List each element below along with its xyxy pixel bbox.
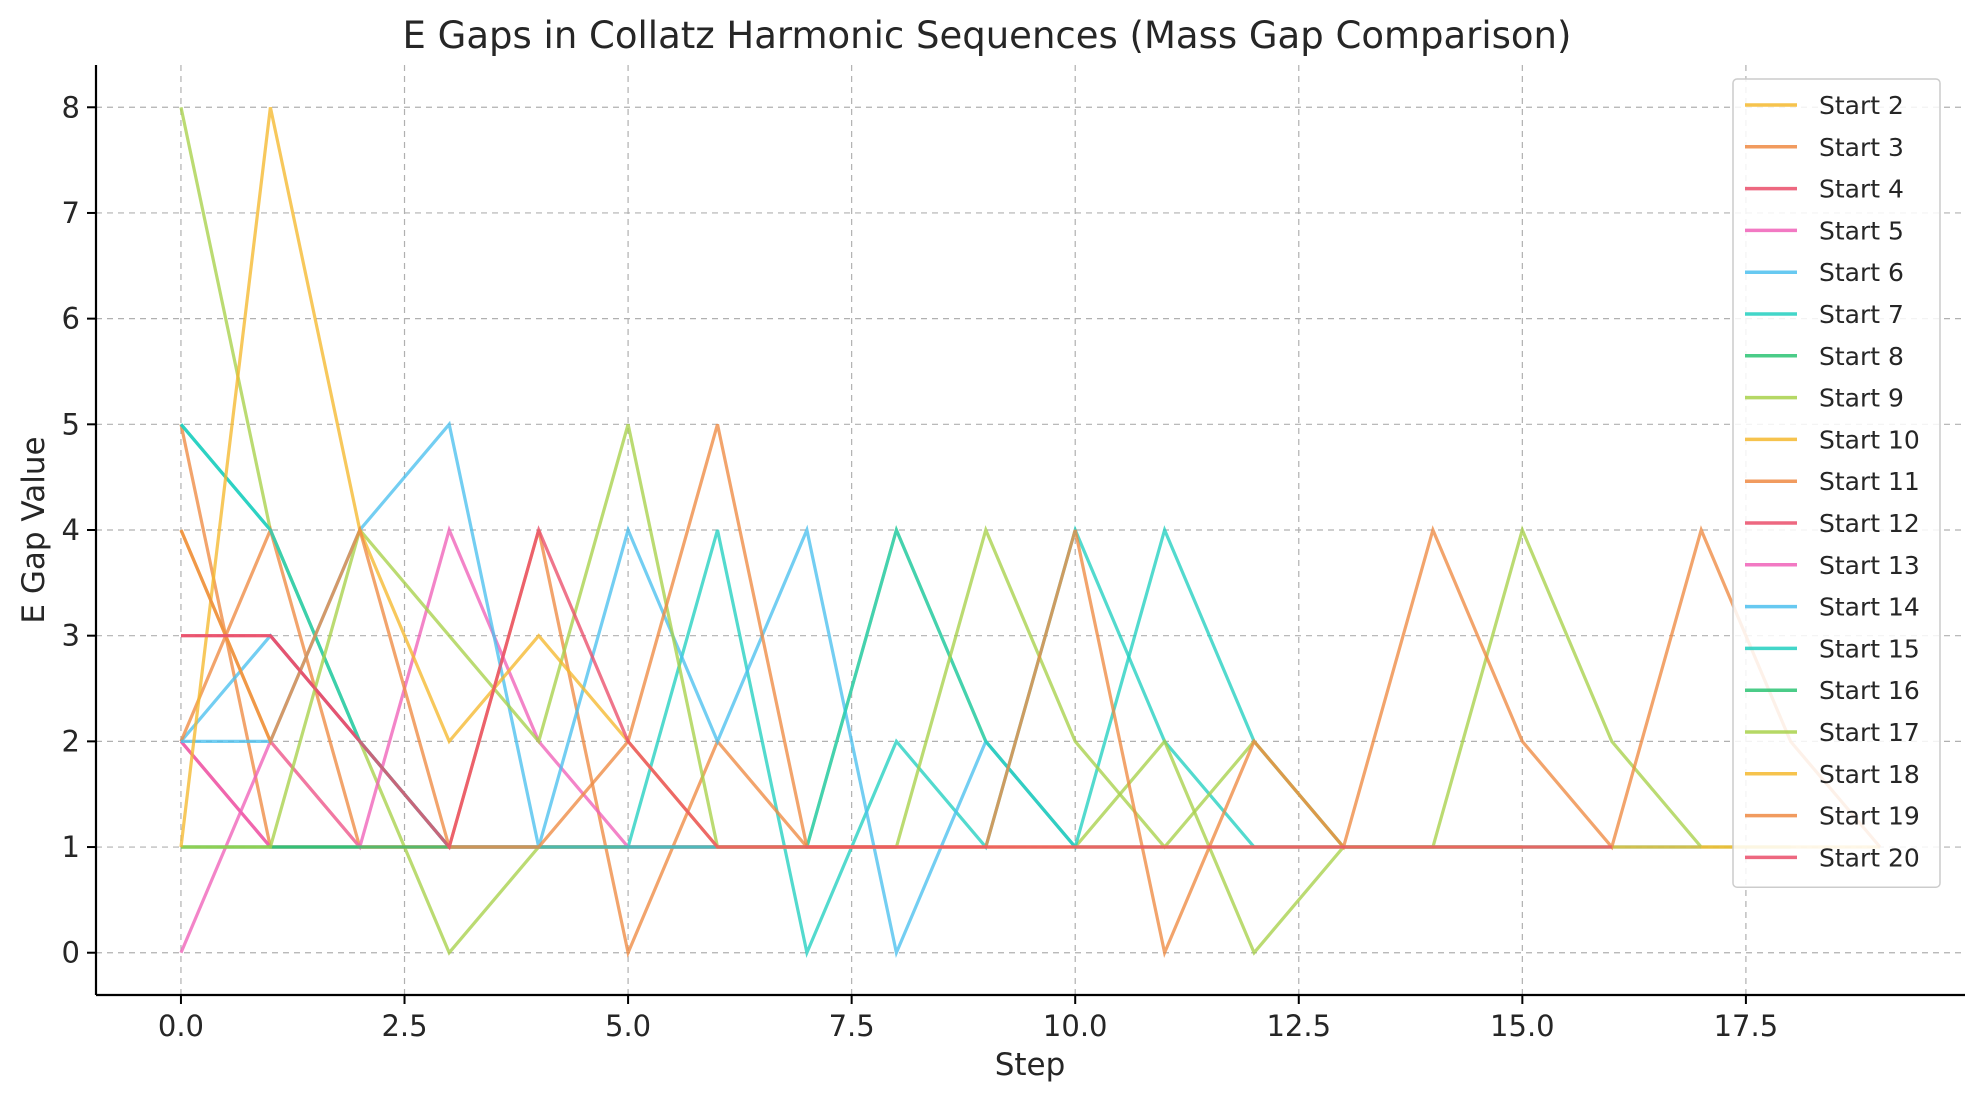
y-tick-label: 8 [62,90,80,124]
x-tick-label: 0.0 [158,1009,204,1043]
x-tick-label: 10.0 [1043,1009,1108,1043]
legend: Start 2 Start 3 Start 4 Start 5 Start 6 Start… [1732,78,1941,888]
legend-label: Start 2 [1819,91,1904,120]
x-tick-label: 17.5 [1714,1009,1779,1043]
legend-label: Start 8 [1819,342,1904,371]
y-tick-label: 2 [62,724,80,758]
y-tick-label: 4 [62,513,80,547]
x-tick-label: 7.5 [829,1009,875,1043]
legend-label: Start 11 [1819,467,1920,496]
legend-label: Start 14 [1819,593,1920,622]
chart-title: E Gaps in Collatz Harmonic Sequences (Ma… [403,14,1572,57]
series-layer [179,106,1882,959]
y-axis-label: E Gap Value [16,436,52,623]
x-tick-label: 2.5 [381,1009,427,1043]
y-tick-label: 5 [62,407,80,441]
legend-frame [1732,78,1941,888]
legend-label: Start 3 [1819,133,1904,162]
legend-label: Start 17 [1819,718,1920,747]
y-tick-label: 6 [62,302,80,336]
y-axis-ticks: 0 1 2 3 4 5 6 7 8 [62,90,96,970]
y-tick-label: 0 [62,936,80,970]
x-tick-label: 15.0 [1490,1009,1555,1043]
y-tick-label: 3 [62,619,80,653]
gridlines [96,65,1965,995]
legend-label: Start 4 [1819,175,1904,204]
y-tick-label: 1 [62,830,80,864]
legend-label: Start 7 [1819,300,1904,329]
legend-label: Start 6 [1819,258,1904,287]
legend-label: Start 20 [1819,843,1920,872]
x-axis-label: Step [995,1047,1066,1083]
x-tick-label: 12.5 [1266,1009,1331,1043]
legend-label: Start 10 [1819,425,1920,454]
x-tick-label: 5.0 [605,1009,651,1043]
legend-label: Start 15 [1819,634,1920,663]
legend-label: Start 5 [1819,216,1904,245]
legend-label: Start 16 [1819,676,1920,705]
legend-label: Start 19 [1819,802,1920,831]
legend-label: Start 13 [1819,551,1920,580]
series-line-18 [179,423,1882,959]
legend-label: Start 12 [1819,509,1920,538]
y-tick-label: 7 [62,196,80,230]
series-line-13 [181,420,1612,959]
legend-label: Start 18 [1819,760,1920,789]
legend-label: Start 9 [1819,384,1904,413]
series-line-19 [181,525,1612,851]
series-line-17 [179,106,1880,849]
x-axis-ticks: 0.0 2.5 5.0 7.5 10.0 12.5 15.0 17.5 [158,995,1778,1043]
